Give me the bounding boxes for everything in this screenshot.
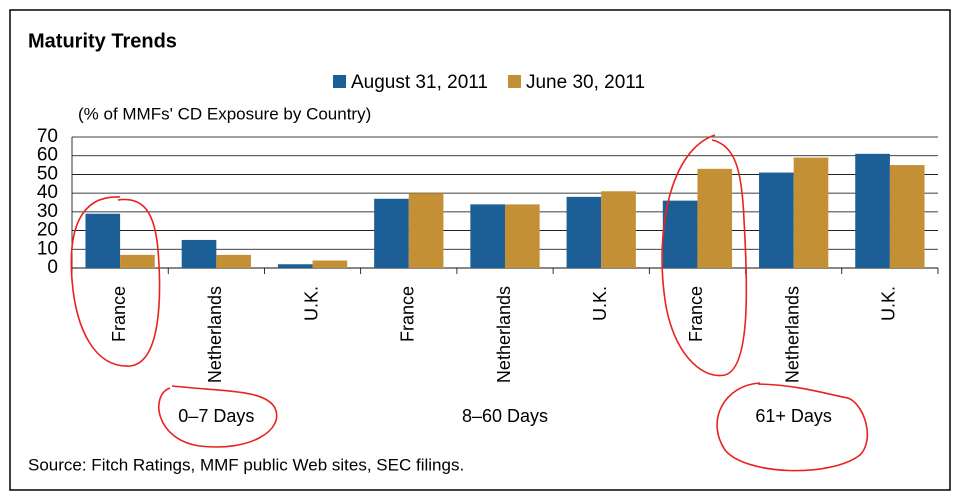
bar	[697, 168, 733, 268]
y-tick-label: 10	[37, 238, 58, 259]
group-label: 61+ Days	[755, 406, 832, 426]
x-tick-label: U.K.	[879, 286, 899, 321]
bar	[855, 153, 890, 268]
x-tick-label: France	[686, 286, 706, 342]
bar	[470, 204, 505, 268]
bar	[889, 165, 925, 268]
bar	[759, 172, 794, 268]
y-tick-label: 30	[37, 201, 58, 222]
legend-label: June 30, 2011	[526, 72, 645, 93]
bar	[216, 254, 251, 268]
chart-title: Maturity Trends	[28, 30, 177, 52]
bar	[374, 198, 409, 268]
bar	[277, 264, 313, 268]
frame	[9, 9, 951, 491]
x-tick-label: Netherlands	[782, 286, 802, 383]
y-tick-label: 50	[37, 163, 58, 184]
x-tick-label: U.K.	[301, 286, 321, 321]
x-tick-label: U.K.	[590, 286, 610, 321]
annotation-circle	[661, 134, 748, 377]
group-label: 0–7 Days	[178, 406, 254, 426]
x-tick-label: Netherlands	[205, 286, 225, 383]
group-label: 8–60 Days	[462, 406, 548, 426]
bar	[662, 200, 698, 268]
annotation-circle	[716, 382, 869, 472]
legend-swatch	[507, 75, 521, 88]
legend-swatch	[333, 75, 346, 88]
legend-label: August 31, 2011	[351, 72, 488, 93]
x-tick-label: France	[398, 286, 418, 342]
bar	[601, 191, 636, 268]
x-tick-label: Netherlands	[494, 286, 514, 383]
bar	[793, 157, 829, 268]
bar	[312, 260, 348, 268]
y-tick-label: 70	[37, 126, 58, 147]
bar	[120, 254, 155, 268]
source: Source: Fitch Ratings, MMF public Web si…	[28, 455, 464, 474]
x-tick-label: France	[109, 286, 129, 342]
bar	[505, 204, 540, 268]
y-tick-label: 60	[37, 145, 58, 166]
chart-subtitle: (% of MMFs' CD Exposure by Country)	[78, 104, 371, 123]
annotation-circle	[158, 385, 278, 448]
annotations	[70, 134, 869, 472]
bar	[85, 213, 121, 268]
annotation-circle	[70, 196, 161, 367]
bar	[408, 193, 444, 268]
y-tick-label: 40	[37, 182, 58, 203]
y-tick-label: 0	[47, 257, 58, 278]
bar	[566, 196, 602, 268]
y-tick-label: 20	[37, 220, 58, 241]
bar	[181, 239, 217, 268]
